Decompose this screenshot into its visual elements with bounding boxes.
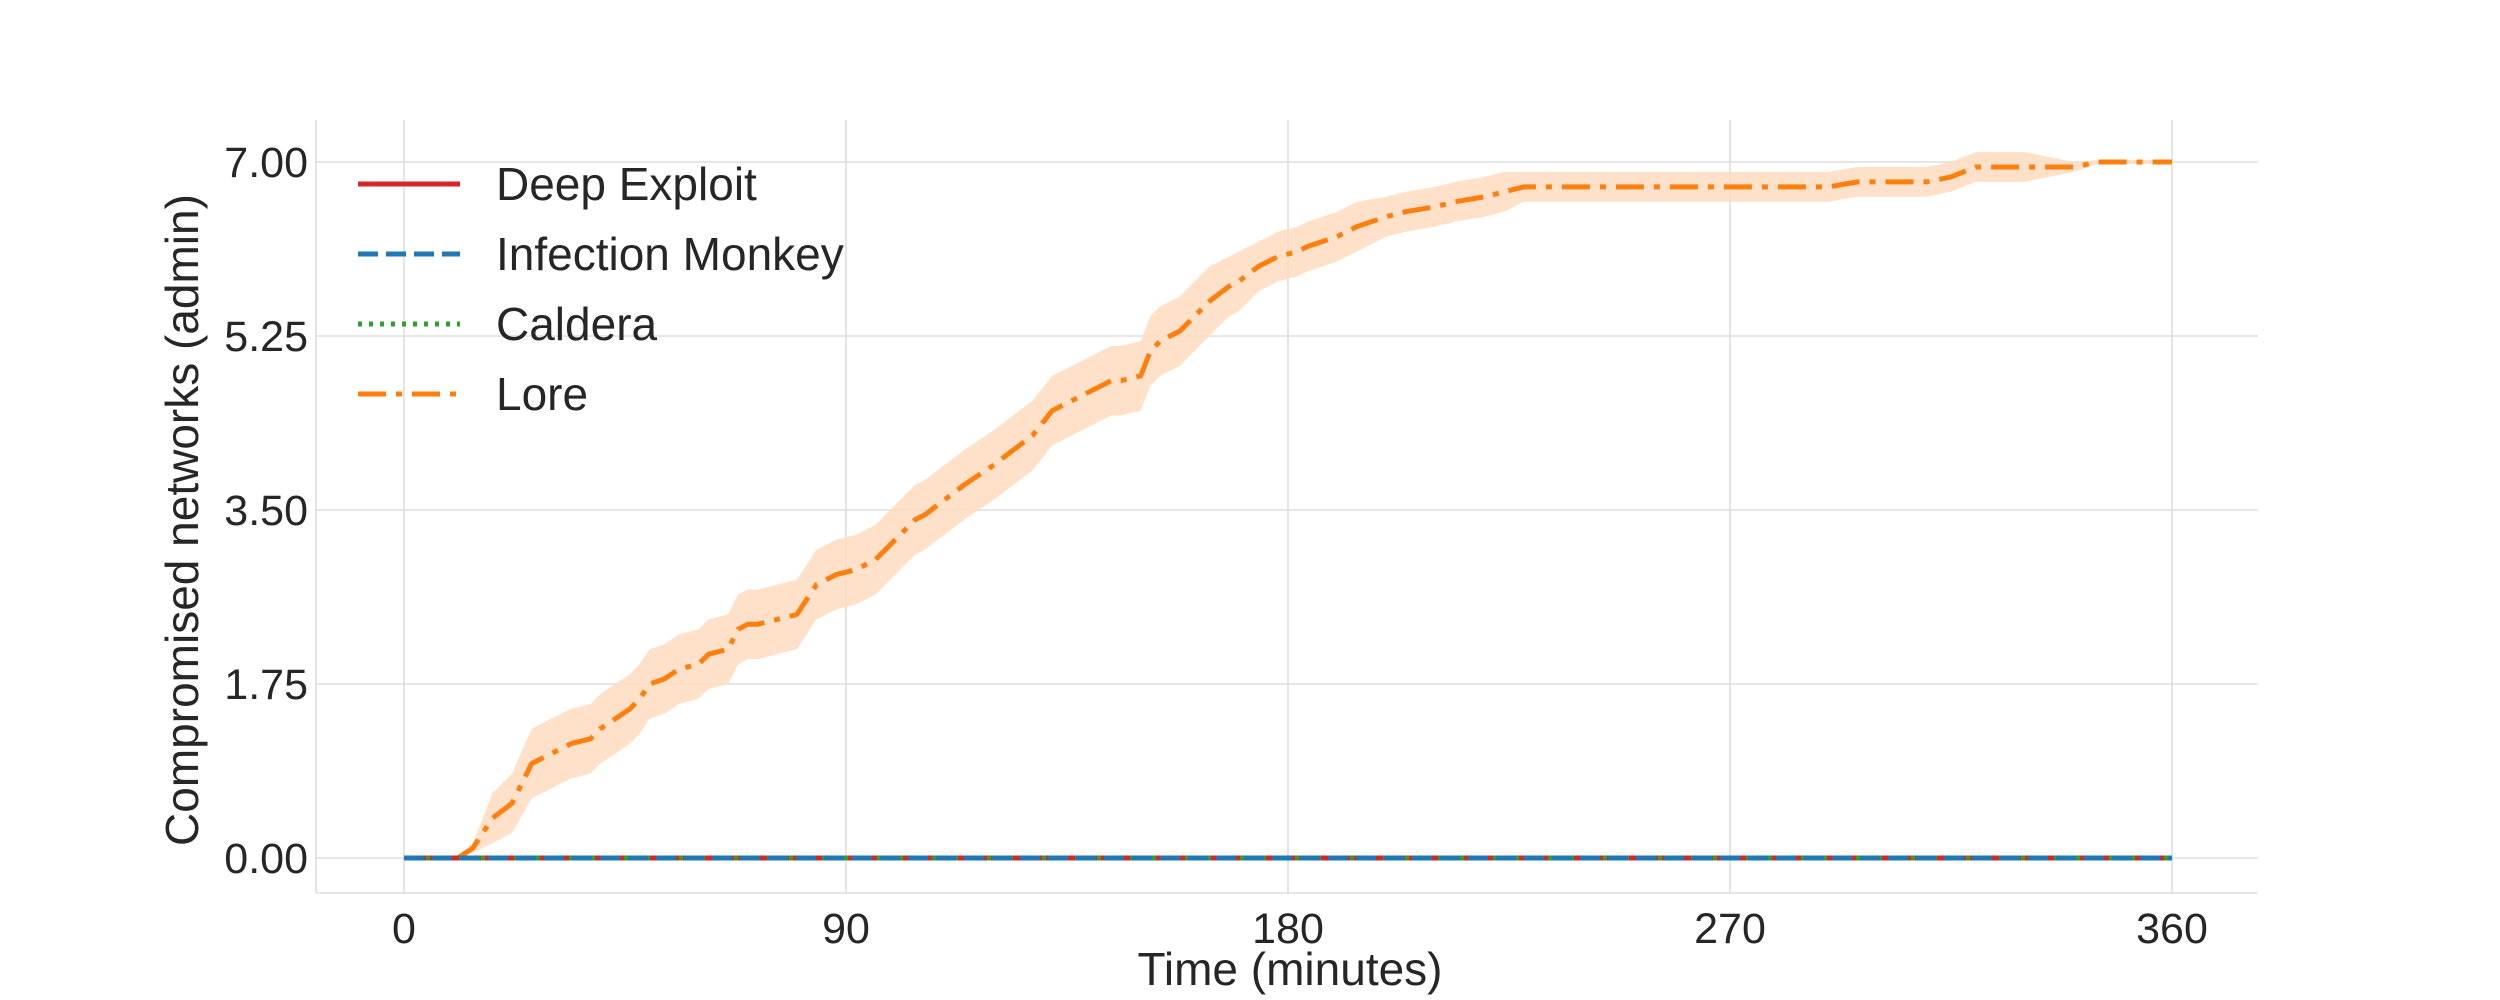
y-tick-labels: 0.00 1.75 3.50 5.25 7.00 [224,139,308,883]
y-axis-title: Compromised networks (admin) [156,194,208,846]
legend: Deep Exploit Infection Monkey Caldera Lore [358,158,844,420]
legend-item-caldera: Caldera [358,298,658,350]
x-tick-label-1: 90 [822,905,870,953]
series-line-lore [404,159,2172,861]
x-tick-label-4: 360 [2136,905,2208,953]
axes-spines [315,120,2258,894]
x-tick-label-2: 180 [1252,905,1324,953]
y-tick-label-1: 1.75 [224,661,308,709]
x-axis-title: Time (minutes) [1138,943,1443,995]
y-tick-label-3: 5.25 [224,313,308,361]
y-tick-label-0: 0.00 [224,835,308,883]
y-tick-label-4: 7.00 [224,139,308,187]
series-lines [404,159,2172,861]
legend-item-infection-monkey: Infection Monkey [358,228,844,280]
legend-label: Lore [496,368,588,420]
legend-item-lore: Lore [358,368,588,420]
x-tick-labels: 0 90 180 270 360 [392,905,2208,953]
x-tick-label-3: 270 [1694,905,1766,953]
legend-label: Deep Exploit [496,158,757,210]
y-tick-label-2: 3.50 [224,487,308,535]
legend-item-deep-exploit: Deep Exploit [358,158,757,210]
x-tick-label-0: 0 [392,905,416,953]
legend-label: Infection Monkey [496,228,844,280]
legend-label: Caldera [496,298,658,350]
